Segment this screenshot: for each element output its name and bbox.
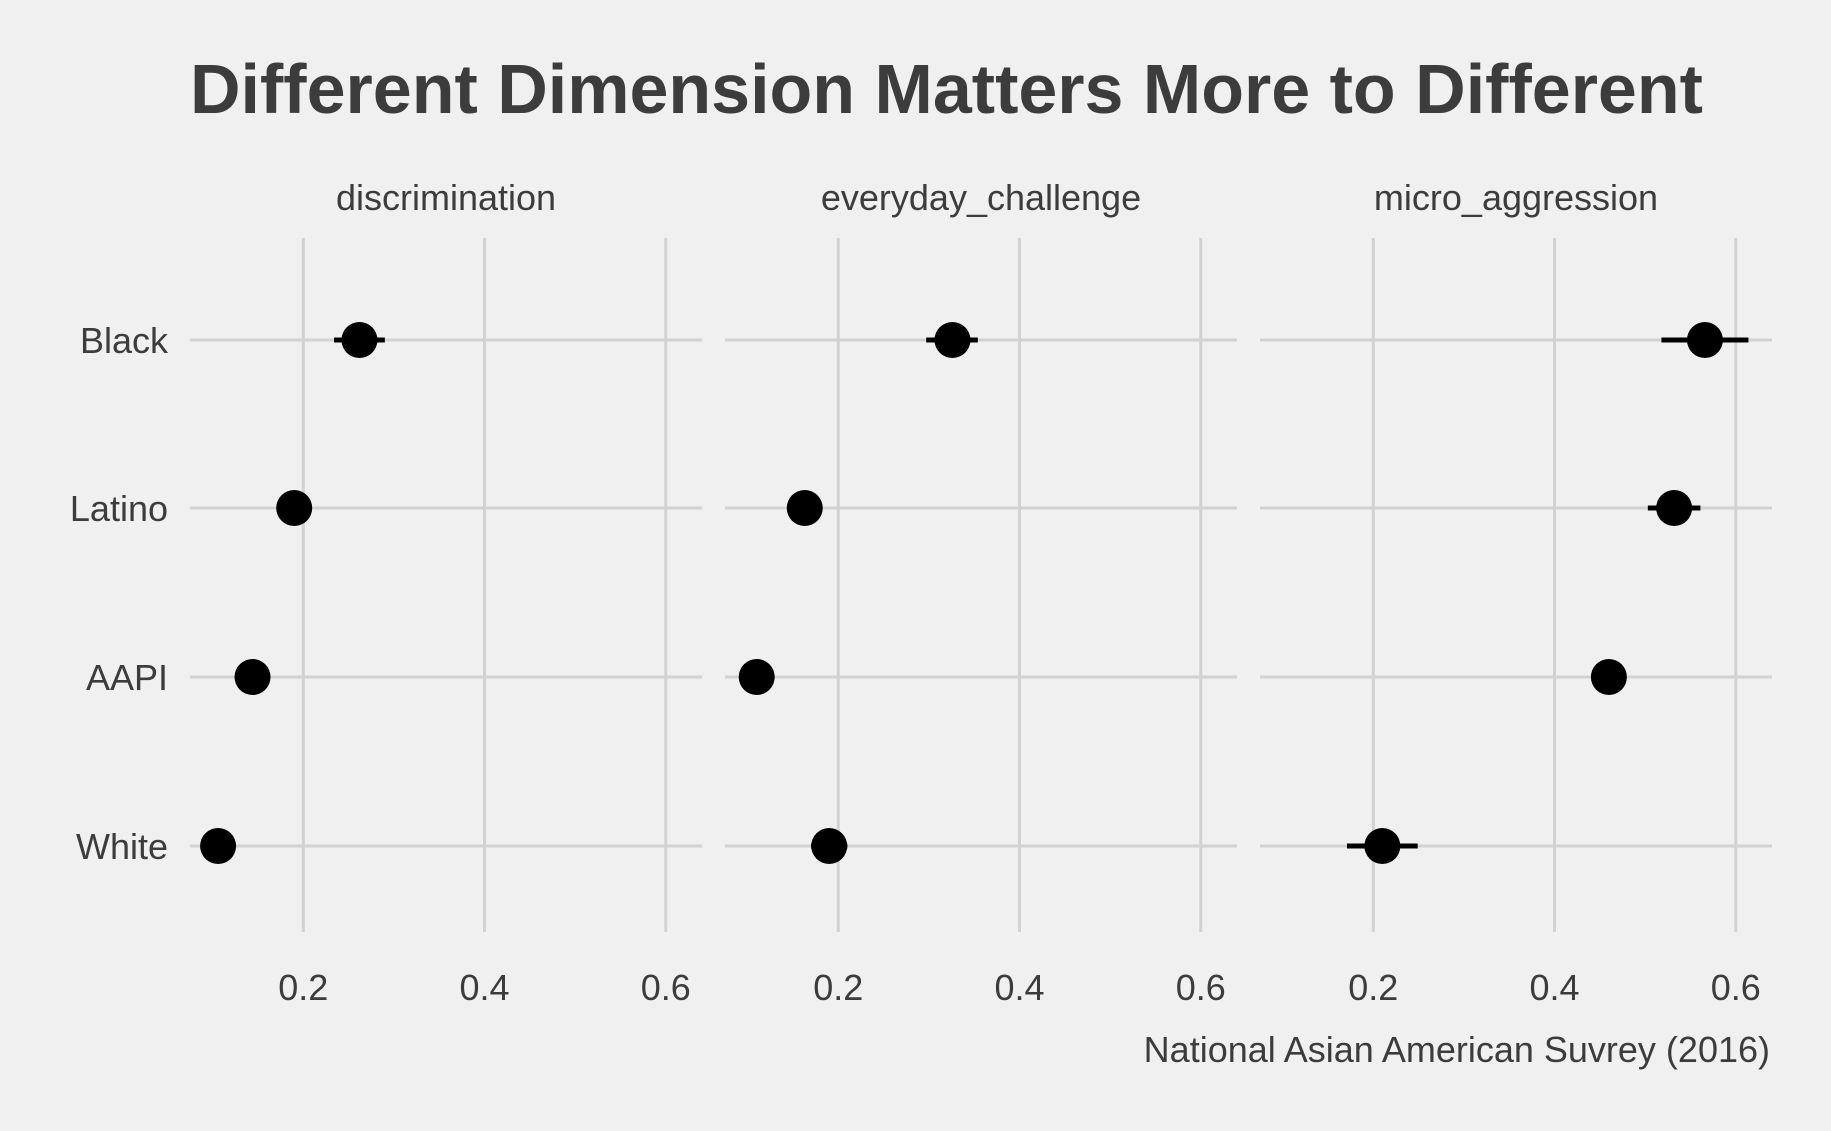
data-point — [341, 322, 378, 358]
data-point — [276, 490, 313, 526]
x-tick-label: 0.2 — [1348, 967, 1398, 1008]
facet-strip-label: micro_aggression — [1374, 177, 1658, 218]
data-point — [1364, 828, 1401, 864]
chart-title: Different Dimension Matters More to Diff… — [190, 50, 1703, 128]
data-point — [1656, 490, 1693, 526]
x-tick-label: 0.6 — [1176, 967, 1226, 1008]
x-tick-label: 0.4 — [1529, 967, 1579, 1008]
facet-panel-discrimination: discrimination 0.2 0.4 0.6 — [190, 177, 702, 1008]
data-point — [934, 322, 971, 358]
y-tick-label: White — [76, 826, 168, 867]
data-point — [234, 659, 271, 695]
x-tick-label: 0.2 — [278, 967, 328, 1008]
x-tick-label: 0.2 — [813, 967, 863, 1008]
x-tick-label: 0.4 — [994, 967, 1044, 1008]
data-point — [200, 828, 237, 864]
data-point — [786, 490, 823, 526]
y-tick-label: AAPI — [86, 657, 168, 698]
y-tick-label: Black — [80, 320, 169, 361]
x-tick-label: 0.6 — [1711, 967, 1761, 1008]
y-axis-labels: Black Latino AAPI White — [70, 320, 169, 867]
data-point — [738, 659, 775, 695]
facet-panel-everyday-challenge: everyday_challenge 0.2 0.4 0.6 — [725, 177, 1237, 1008]
data-point — [1686, 322, 1723, 358]
data-point — [811, 828, 848, 864]
chart-caption: National Asian American Suvrey (2016) — [1144, 1029, 1770, 1070]
facet-panel-micro-aggression: micro_aggression 0.2 0.4 0.6 — [1260, 177, 1772, 1008]
x-tick-label: 0.6 — [641, 967, 691, 1008]
facet-strip-label: discrimination — [336, 177, 556, 218]
facet-strip-label: everyday_challenge — [821, 177, 1141, 218]
data-point — [1590, 659, 1627, 695]
x-tick-label: 0.4 — [459, 967, 509, 1008]
y-tick-label: Latino — [70, 488, 168, 529]
